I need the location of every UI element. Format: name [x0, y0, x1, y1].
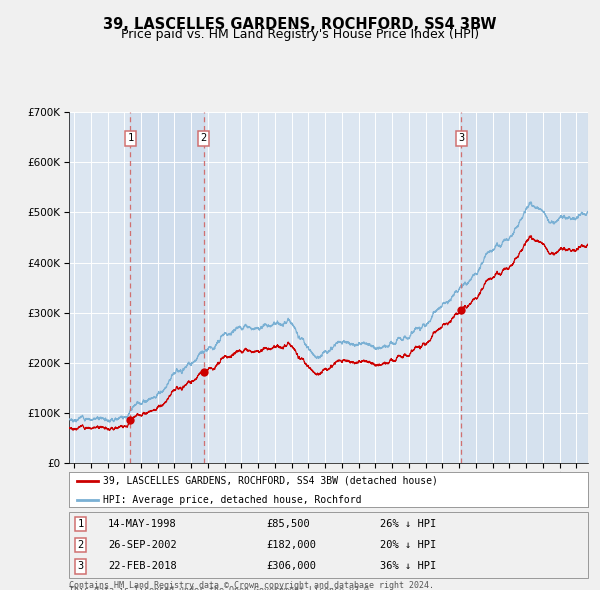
- Text: 14-MAY-1998: 14-MAY-1998: [108, 519, 176, 529]
- Text: £85,500: £85,500: [266, 519, 310, 529]
- Text: 26-SEP-2002: 26-SEP-2002: [108, 540, 176, 550]
- Text: Contains HM Land Registry data © Crown copyright and database right 2024.: Contains HM Land Registry data © Crown c…: [69, 581, 434, 589]
- Text: This data is licensed under the Open Government Licence v3.0.: This data is licensed under the Open Gov…: [69, 586, 374, 590]
- Text: 22-FEB-2018: 22-FEB-2018: [108, 561, 176, 571]
- Text: 2: 2: [200, 133, 207, 143]
- Text: HPI: Average price, detached house, Rochford: HPI: Average price, detached house, Roch…: [103, 494, 361, 504]
- Text: 36% ↓ HPI: 36% ↓ HPI: [380, 561, 437, 571]
- Text: 2: 2: [77, 540, 83, 550]
- Text: 39, LASCELLES GARDENS, ROCHFORD, SS4 3BW (detached house): 39, LASCELLES GARDENS, ROCHFORD, SS4 3BW…: [103, 476, 437, 486]
- Bar: [130, 112, 203, 463]
- Text: Price paid vs. HM Land Registry's House Price Index (HPI): Price paid vs. HM Land Registry's House …: [121, 28, 479, 41]
- Text: 1: 1: [77, 519, 83, 529]
- Text: 39, LASCELLES GARDENS, ROCHFORD, SS4 3BW: 39, LASCELLES GARDENS, ROCHFORD, SS4 3BW: [103, 17, 497, 31]
- Bar: [461, 112, 588, 463]
- Text: 3: 3: [77, 561, 83, 571]
- Text: 1: 1: [127, 133, 134, 143]
- Text: 20% ↓ HPI: 20% ↓ HPI: [380, 540, 437, 550]
- Text: 3: 3: [458, 133, 464, 143]
- Text: £306,000: £306,000: [266, 561, 316, 571]
- Text: £182,000: £182,000: [266, 540, 316, 550]
- Text: 26% ↓ HPI: 26% ↓ HPI: [380, 519, 437, 529]
